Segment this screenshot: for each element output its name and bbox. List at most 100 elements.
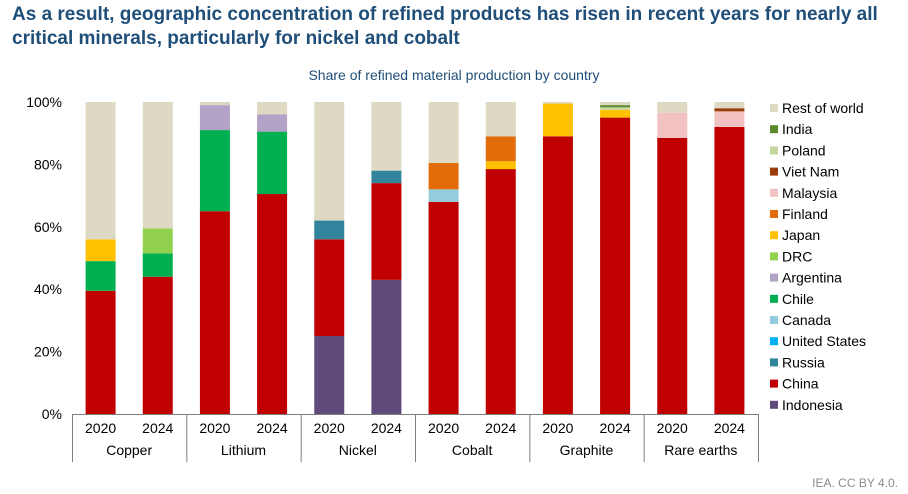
x-tick-label: 2024 bbox=[600, 420, 631, 436]
bar-segment-china bbox=[600, 117, 631, 414]
bar-segment-rest-of-world bbox=[371, 102, 402, 171]
bar-segment-poland bbox=[600, 107, 631, 110]
bar-segment-indonesia bbox=[371, 279, 402, 414]
x-tick-label: 2020 bbox=[85, 420, 116, 436]
bar-segment-rest-of-world bbox=[542, 102, 573, 104]
bar-segment-rest-of-world bbox=[714, 102, 745, 109]
legend-swatch bbox=[770, 358, 778, 367]
bar-segment-finland bbox=[428, 162, 459, 190]
bar-segment-rest-of-world bbox=[485, 102, 516, 137]
x-tick-label: 2024 bbox=[485, 420, 516, 436]
legend-label: Viet Nam bbox=[782, 164, 839, 180]
x-tick-label: 2024 bbox=[714, 420, 745, 436]
bar-segment-china bbox=[199, 211, 230, 414]
bar-segment-china bbox=[142, 276, 173, 414]
bar-segment-rest-of-world bbox=[142, 102, 173, 229]
bar-segment-rest-of-world bbox=[85, 102, 116, 240]
bar-segment-malaysia bbox=[657, 112, 688, 138]
bar-segment-chile bbox=[142, 253, 173, 277]
bar-segment-chile bbox=[199, 130, 230, 212]
legend-label: Poland bbox=[782, 142, 826, 158]
bar-segment-rest-of-world bbox=[600, 102, 631, 106]
bar-segment-finland bbox=[485, 136, 516, 162]
legend-label: Rest of world bbox=[782, 100, 864, 116]
legend-swatch bbox=[770, 400, 778, 409]
bar-segment-japan bbox=[600, 109, 631, 118]
group-label: Cobalt bbox=[452, 442, 493, 458]
legend-swatch bbox=[770, 273, 778, 282]
x-tick-label: 2020 bbox=[657, 420, 688, 436]
y-tick-label: 0% bbox=[42, 406, 62, 422]
bar-segment-china bbox=[657, 137, 688, 414]
legend-swatch bbox=[770, 337, 778, 346]
x-tick-label: 2024 bbox=[257, 420, 288, 436]
legend-label: Canada bbox=[782, 312, 831, 328]
legend-label: Indonesia bbox=[782, 397, 843, 413]
bar-segment-rest-of-world bbox=[314, 102, 345, 221]
bar-segment-canada bbox=[428, 189, 459, 202]
y-tick-label: 80% bbox=[34, 156, 62, 172]
bar-segment-japan bbox=[85, 239, 116, 262]
bar-segment-rest-of-world bbox=[257, 102, 288, 115]
bar-segment-viet-nam bbox=[714, 108, 745, 112]
x-tick-label: 2024 bbox=[371, 420, 402, 436]
bar-segment-argentina bbox=[257, 114, 288, 132]
bar-segment-russia bbox=[314, 220, 345, 240]
legend-swatch bbox=[770, 316, 778, 324]
group-label: Copper bbox=[106, 442, 152, 458]
bar-segment-argentina bbox=[199, 105, 230, 131]
legend-swatch bbox=[770, 294, 778, 303]
legend-swatch bbox=[770, 125, 778, 134]
group-label: Graphite bbox=[560, 442, 614, 458]
group-label: Nickel bbox=[339, 442, 377, 458]
legend-label: Malaysia bbox=[782, 185, 837, 201]
legend-swatch bbox=[770, 210, 778, 218]
x-tick-label: 2020 bbox=[199, 420, 230, 436]
legend-label: India bbox=[782, 121, 813, 137]
y-tick-label: 20% bbox=[34, 344, 62, 360]
bar-segment-china bbox=[371, 183, 402, 280]
y-tick-label: 60% bbox=[34, 219, 62, 235]
headline: As a result, geographic concentration of… bbox=[12, 4, 878, 49]
bar-segment-china bbox=[257, 194, 288, 414]
legend-swatch bbox=[770, 167, 778, 176]
legend-swatch bbox=[770, 188, 778, 197]
bar-segment-japan bbox=[542, 103, 573, 137]
bar-segment-china bbox=[314, 239, 345, 336]
legend-label: Chile bbox=[782, 291, 814, 307]
legend-label: DRC bbox=[782, 248, 812, 264]
bar-segment-china bbox=[428, 201, 459, 414]
legend-label: United States bbox=[782, 333, 866, 349]
group-label: Lithium bbox=[221, 442, 266, 458]
legend-label: Argentina bbox=[782, 270, 842, 286]
legend-label: Finland bbox=[782, 206, 828, 222]
bar-segment-drc bbox=[142, 228, 173, 254]
legend-swatch bbox=[770, 146, 778, 155]
bar-segment-china bbox=[714, 126, 745, 415]
bar-segment-china bbox=[85, 290, 116, 414]
bar-segment-malaysia bbox=[714, 111, 745, 127]
bar-segment-chile bbox=[257, 131, 288, 195]
chart-title: Share of refined material production by … bbox=[308, 67, 600, 83]
legend-label: Russia bbox=[782, 354, 825, 370]
bar-segment-china bbox=[542, 136, 573, 414]
bar-segment-indonesia bbox=[314, 336, 345, 414]
bar-segment-china bbox=[485, 169, 516, 414]
x-tick-label: 2020 bbox=[314, 420, 345, 436]
legend-swatch bbox=[770, 252, 778, 261]
bar-segment-japan bbox=[485, 161, 516, 170]
bar-segment-chile bbox=[85, 261, 116, 291]
x-tick-label: 2020 bbox=[428, 420, 459, 436]
bar-segment-rest-of-world bbox=[657, 102, 688, 113]
bar-segment-rest-of-world bbox=[199, 102, 230, 106]
legend-swatch bbox=[770, 231, 778, 240]
group-label: Rare earths bbox=[664, 442, 737, 458]
legend-label: Japan bbox=[782, 227, 820, 243]
y-tick-label: 40% bbox=[34, 281, 62, 297]
legend-swatch bbox=[770, 104, 778, 112]
bar-segment-rest-of-world bbox=[428, 102, 459, 163]
bar-segment-india bbox=[600, 105, 631, 108]
legend-label: China bbox=[782, 376, 819, 392]
x-tick-label: 2020 bbox=[542, 420, 573, 436]
